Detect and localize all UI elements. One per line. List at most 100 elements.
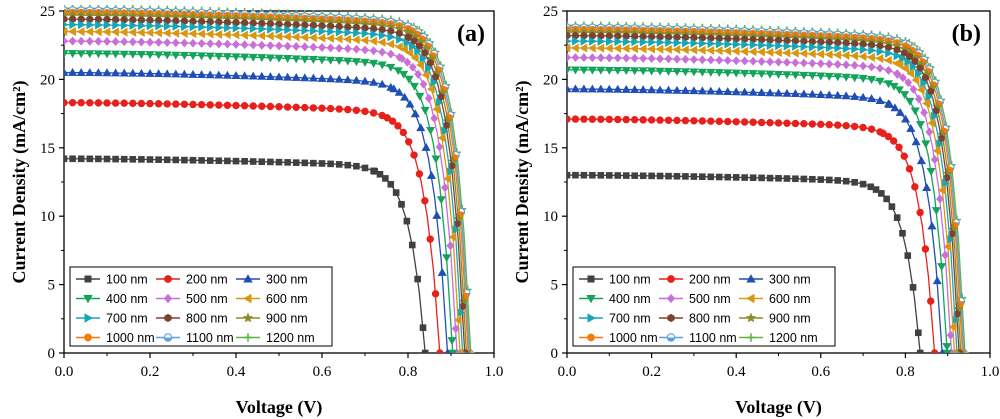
data-point [850, 91, 860, 100]
data-point [757, 118, 766, 127]
data-point [916, 85, 925, 95]
data-point [387, 32, 396, 42]
data-point [274, 54, 284, 63]
data-point [790, 48, 799, 58]
data-point [146, 21, 155, 31]
data-point [605, 172, 613, 179]
data-point [875, 77, 885, 86]
legend-item: 400 nm [76, 292, 148, 306]
data-point [872, 186, 880, 193]
data-point [656, 54, 664, 64]
data-point [911, 57, 919, 66]
data-point [930, 111, 939, 121]
data-point [587, 66, 597, 75]
data-point [799, 48, 808, 59]
data-point [426, 170, 437, 179]
data-point [335, 27, 344, 37]
data-point [258, 24, 267, 34]
legend-marker [667, 275, 675, 283]
legend-label: 100 nm [106, 273, 148, 287]
data-point [68, 67, 78, 76]
data-point [231, 71, 241, 79]
data-point [740, 87, 750, 96]
data-point [64, 50, 69, 59]
data-point [800, 42, 809, 52]
data-point [884, 132, 893, 141]
data-point [706, 45, 715, 55]
data-point [425, 63, 433, 73]
data-point [419, 79, 428, 89]
data-point [343, 75, 353, 84]
data-point [112, 20, 121, 30]
data-point [343, 44, 352, 54]
data-point [400, 92, 410, 101]
data-point [664, 67, 674, 76]
data-point [426, 84, 435, 94]
legend-item: 200 nm [659, 273, 731, 287]
data-point [300, 73, 310, 82]
data-point [567, 38, 572, 44]
data-point [910, 107, 920, 116]
data-point [916, 349, 924, 353]
data-point [656, 116, 664, 124]
data-point [145, 68, 155, 77]
data-point [621, 84, 631, 93]
legend-item: 1200 nm [236, 331, 315, 345]
data-point [301, 26, 310, 36]
data-point [876, 47, 885, 57]
data-point [690, 117, 698, 125]
data-point [927, 297, 935, 305]
data-point [430, 77, 439, 87]
data-point [698, 55, 707, 65]
data-point [901, 114, 911, 123]
data-point [441, 183, 449, 193]
data-point [895, 108, 905, 116]
data-point [946, 330, 955, 340]
legend-marker [587, 313, 596, 323]
data-point [351, 75, 361, 84]
data-point [740, 46, 748, 56]
data-point [394, 87, 404, 96]
legend-marker [587, 333, 595, 342]
data-point [655, 67, 665, 76]
legend-item: 300 nm [236, 273, 308, 287]
data-point [724, 39, 733, 49]
data-point [431, 290, 440, 298]
data-point [775, 175, 782, 182]
data-point [690, 55, 698, 64]
data-point [911, 75, 920, 85]
data-point [858, 92, 868, 101]
data-point [775, 41, 784, 51]
data-point [421, 197, 429, 205]
data-point [102, 50, 112, 59]
data-point [318, 104, 326, 112]
data-point [416, 123, 426, 132]
legend-label: 900 nm [769, 312, 811, 326]
x-tick-label: 1.0 [485, 364, 504, 380]
data-point [859, 180, 867, 188]
data-point [614, 115, 622, 124]
data-point [867, 94, 877, 102]
data-point [414, 46, 423, 56]
data-point [824, 72, 834, 81]
data-point [410, 53, 419, 63]
data-point [292, 103, 300, 112]
data-point [76, 27, 85, 37]
legend-label: 600 nm [769, 292, 811, 306]
legend-label: 400 nm [106, 292, 148, 306]
x-tick-label: 0.0 [558, 364, 577, 380]
legend-marker [83, 294, 93, 304]
data-point [222, 70, 232, 79]
series-400-nm [567, 66, 952, 353]
data-point [398, 201, 405, 208]
data-point [232, 39, 240, 49]
data-point [715, 173, 723, 181]
data-point [189, 22, 198, 32]
data-point [360, 58, 370, 67]
data-point [154, 69, 164, 78]
data-point [605, 36, 614, 46]
data-point [448, 232, 457, 242]
data-point [189, 100, 197, 109]
data-point [850, 51, 858, 61]
data-point [792, 41, 801, 51]
